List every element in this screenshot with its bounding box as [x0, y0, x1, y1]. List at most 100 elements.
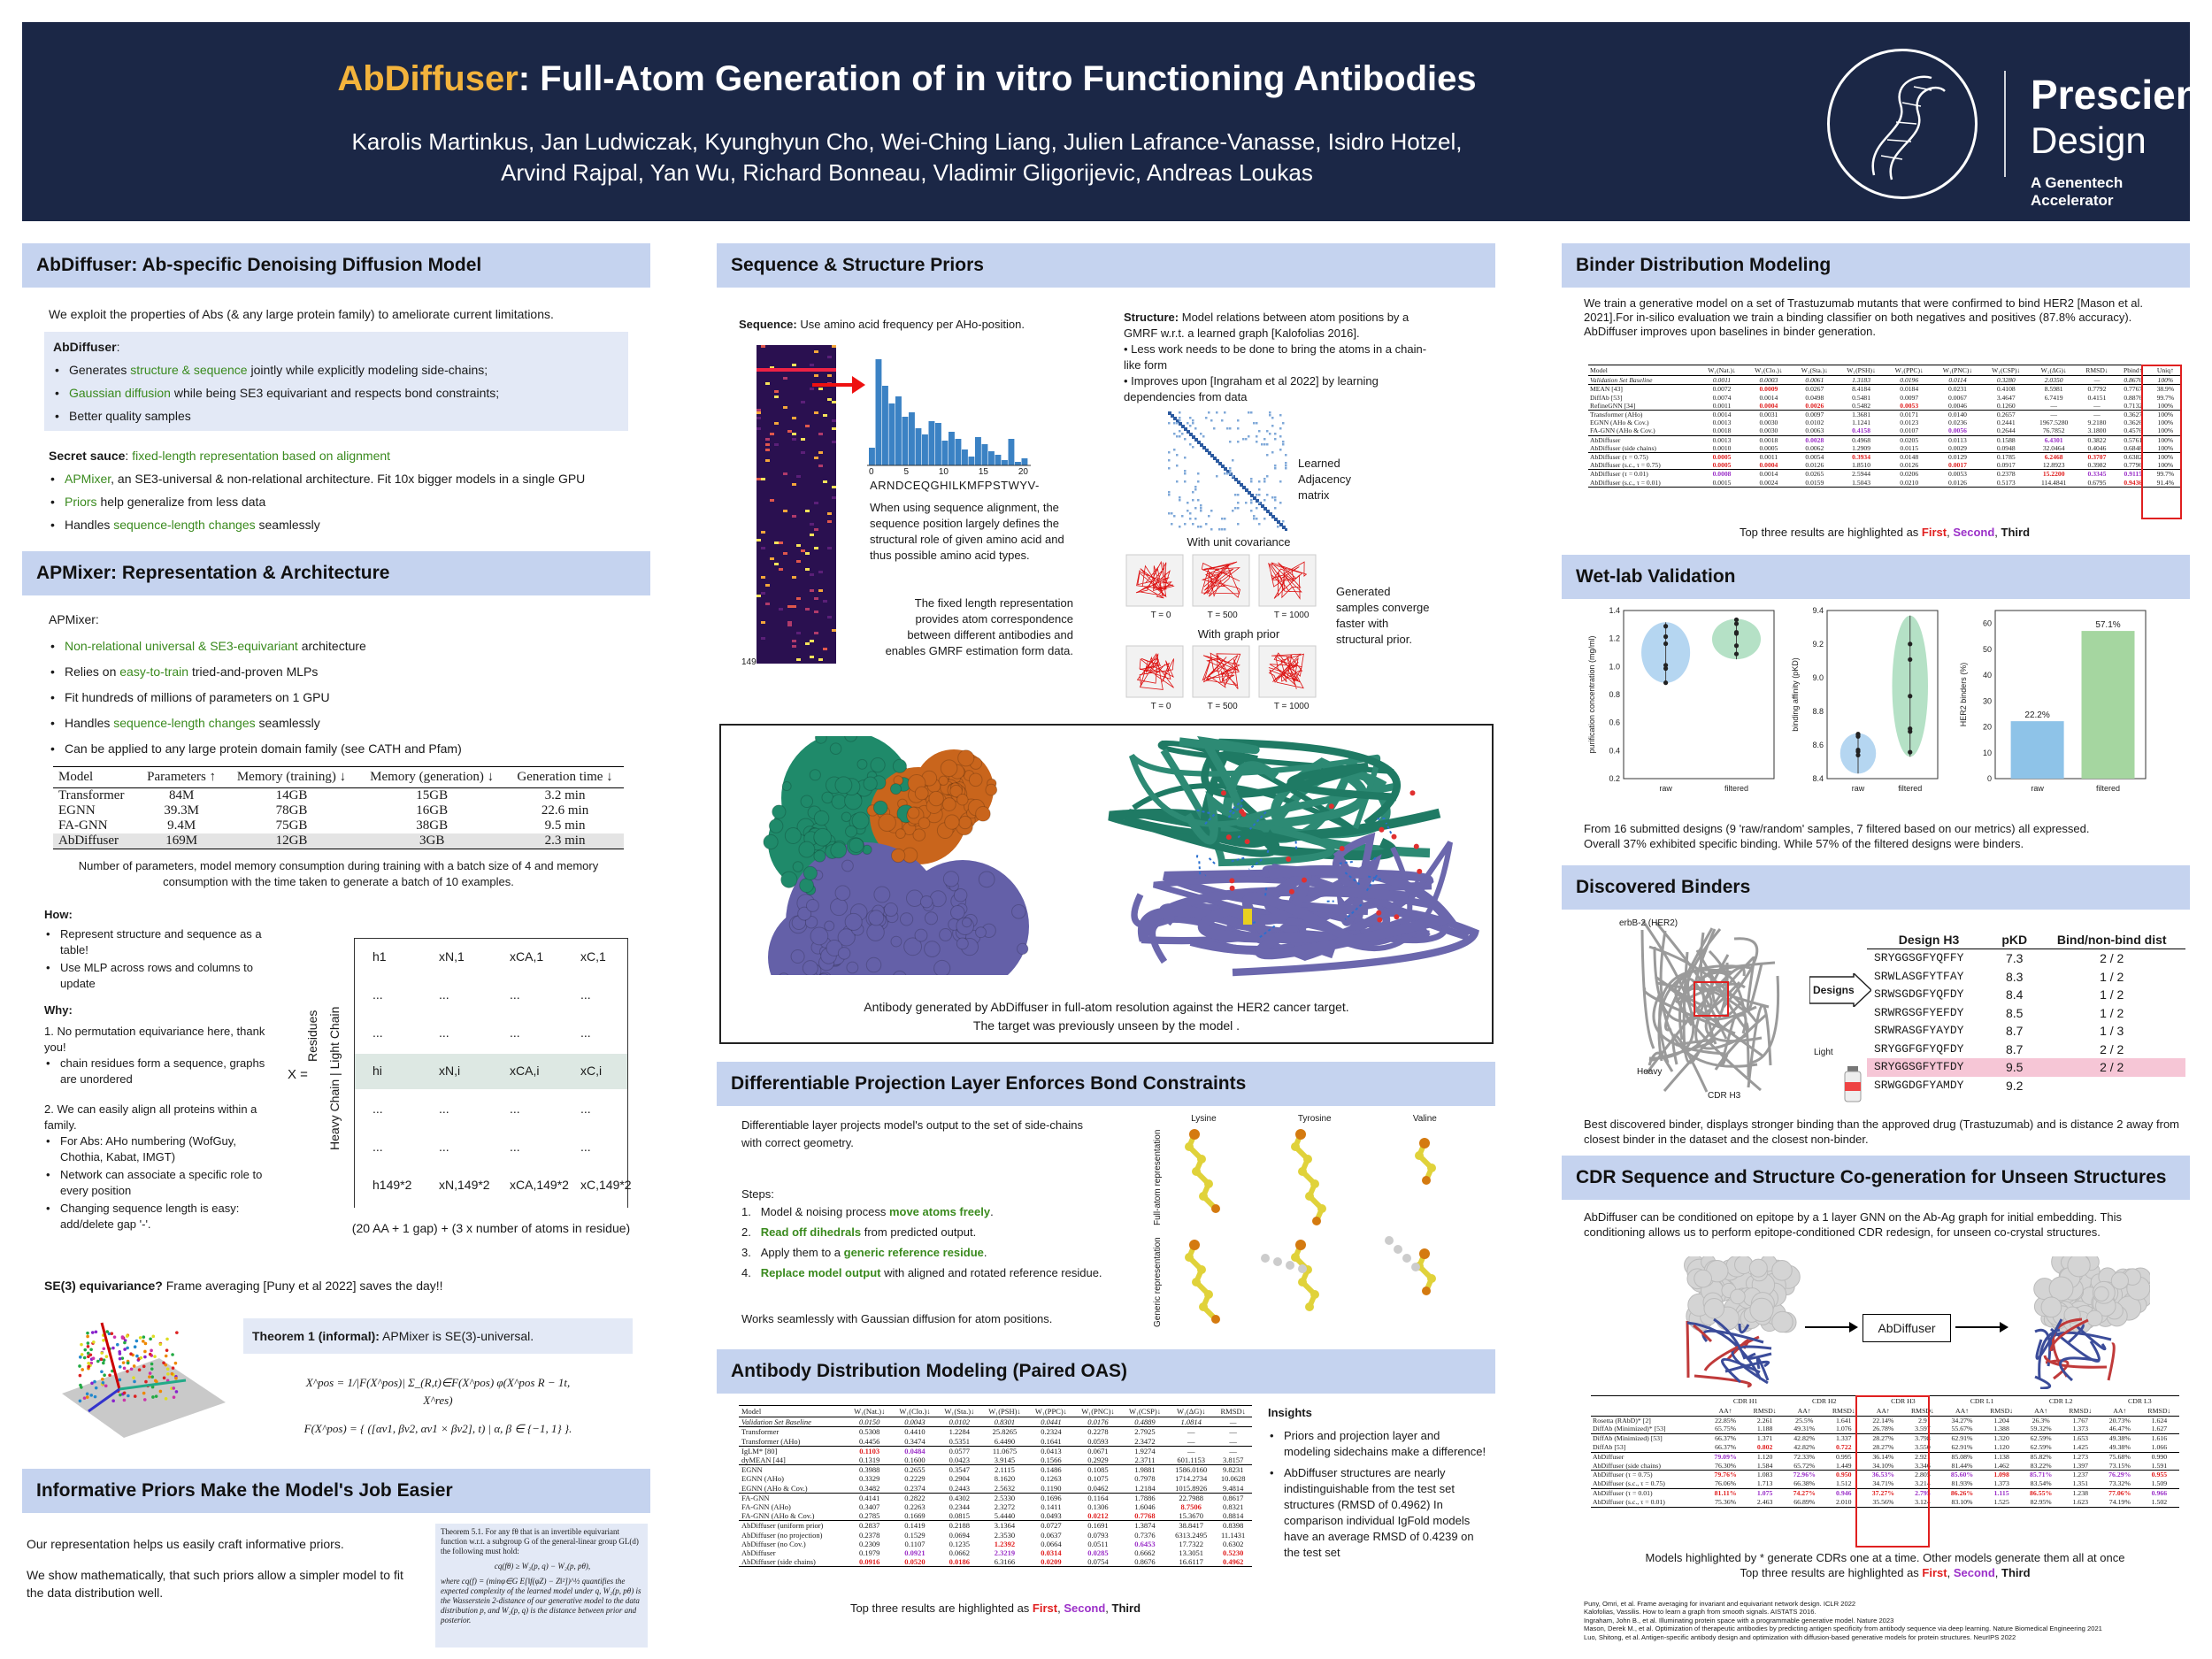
table-cell: 86.26%	[1950, 1488, 1974, 1497]
hbond-line	[1236, 834, 1241, 840]
table-cell: 0.0043	[904, 1417, 926, 1427]
table-cell: 0.0231	[1948, 385, 1967, 394]
table-cell: 42.82%	[1793, 1442, 1816, 1451]
table-cell: AbDiffuser (uniform prior)	[741, 1521, 824, 1531]
antigen-surface-atom	[1748, 1258, 1768, 1278]
heatmap-cell	[774, 396, 779, 398]
table-cell: 14GB	[275, 788, 308, 803]
point-cloud-dot	[149, 1337, 152, 1341]
adjacency-diagonal	[1218, 462, 1222, 465]
table-cell: 1.641	[1836, 1416, 1852, 1425]
heatmap-cell	[805, 642, 810, 645]
adjacency-cell	[1253, 518, 1256, 520]
table-cell: 0.1979	[859, 1548, 880, 1558]
table-cell: —	[1229, 1417, 1237, 1427]
adjacency-cell	[1179, 526, 1181, 528]
adjacency-cell	[1263, 438, 1266, 441]
adjacency-cell	[1197, 499, 1200, 502]
table-cell: 0.0186	[949, 1557, 971, 1567]
table-cell: 0.3329	[859, 1474, 880, 1484]
table-cell: 0.0520	[904, 1557, 926, 1567]
adjacency-diagonal	[1248, 491, 1251, 495]
surface-atom	[895, 828, 906, 840]
table-cell: 28.27%	[1872, 1442, 1894, 1451]
table-cell: 3.8157	[1222, 1455, 1244, 1465]
frame-set-equation: F(X^pos) = { ([αv1, βv2, αv1 × βv2], t) …	[303, 1422, 572, 1435]
table-cell: 0.0115	[1900, 443, 1919, 452]
table-cell: 1.653	[2072, 1434, 2088, 1443]
title-rest: : Full-Atom Generation of in vitro Funct…	[518, 59, 1477, 98]
surface-atom	[768, 818, 784, 833]
histogram-bar	[962, 449, 968, 465]
table-cell: 1.449	[1836, 1461, 1852, 1470]
table-cell: 62.91%	[1951, 1442, 1973, 1451]
table-cell: 3.798	[1915, 1434, 1931, 1443]
designs-arrow	[1809, 972, 1873, 1009]
surface-atom	[809, 769, 821, 781]
point-cloud-dot	[111, 1399, 115, 1402]
adjacency-diagonal	[1197, 441, 1201, 444]
table-cell: 0.2374	[904, 1483, 926, 1493]
table-cell: —	[2093, 376, 2101, 385]
table-row: SRYGGFGFYQFDY 8.7 2 / 2	[1867, 1041, 2185, 1059]
table-cell: 0.0754	[1087, 1557, 1109, 1567]
table-cell: 42.82%	[1793, 1434, 1816, 1443]
table-cell: 99.7%	[2156, 470, 2175, 479]
heatmap-y-label: 149	[741, 657, 757, 667]
table-cell: 0.4158	[1852, 426, 1871, 435]
table-cell: 38GB	[416, 818, 449, 833]
table-row: DiffAb (Minimized) [53] 66.37% 1.371 42.82%…	[1591, 1434, 2179, 1443]
table-cell: 0.0205	[1900, 435, 1919, 444]
table-row: AbDiffuser (s.c., τ = 0.01) 0.0015 0.0024 0…	[1588, 479, 2181, 488]
binder-pbind-highlight	[2141, 365, 2182, 519]
table-cell: 0.1588	[1996, 435, 2016, 444]
y-tick-label: 0.2	[1609, 774, 1620, 783]
heatmap-cell	[774, 541, 779, 544]
adjacency-cell	[1245, 502, 1248, 504]
adjacency-cell	[1194, 486, 1197, 488]
table-cell: 15.3670	[1179, 1511, 1203, 1521]
point-cloud-dot	[87, 1355, 90, 1359]
adjacency-cell	[1229, 427, 1232, 430]
table-cell: SRWLASGFYTFAY	[1874, 969, 1964, 983]
adjacency-cell	[1194, 488, 1197, 491]
adjacency-cell	[1171, 512, 1173, 515]
adjacency-cell	[1234, 507, 1237, 510]
point-cloud-dot	[82, 1396, 87, 1400]
heatmap-cell	[823, 600, 827, 603]
histogram-bar	[882, 386, 888, 465]
adjacency-cell	[1285, 467, 1287, 470]
heatmap-cell	[818, 658, 823, 661]
table-cell: 100%	[2157, 419, 2174, 427]
table-cell: 0.1260	[1996, 401, 2016, 410]
table-cell: 1.120	[1756, 1452, 1773, 1461]
apmixer-table-caption: Number of parameters, model memory consu…	[78, 859, 599, 888]
table-cell: 0.7768	[1134, 1511, 1156, 1521]
heatmap-cell	[792, 433, 796, 435]
adjacency-cell	[1285, 462, 1287, 465]
adjacency-diagonal	[1176, 419, 1179, 423]
surface-atom	[890, 935, 902, 948]
table-cell: 0.0140	[1948, 411, 1967, 419]
adjacency-cell	[1242, 438, 1245, 441]
table-row: AbDiffuser (no Cov.) 0.2309 0.1107 0.1235 1.…	[739, 1540, 1252, 1548]
point-cloud-dot	[92, 1340, 96, 1344]
surface-atom	[805, 899, 819, 912]
sample-trace	[1202, 652, 1241, 689]
table-cell: 0.0413	[1041, 1446, 1062, 1455]
heatmap-cell	[757, 411, 761, 414]
cdr-caption: Models highlighted by * generate CDRs on…	[1645, 1551, 2125, 1579]
table-cell: 65.75%	[1715, 1425, 1737, 1433]
antibody-ribbon	[1713, 1317, 1747, 1360]
table-header: W₁(PSH)↓	[988, 1407, 1021, 1416]
table-cell: 0.4889	[1134, 1417, 1156, 1427]
heatmap-cell	[792, 605, 796, 608]
point-cloud-dot	[104, 1355, 109, 1359]
table-cell: 17.7322	[1179, 1539, 1203, 1548]
y-tick-label: 40	[1983, 671, 1992, 680]
table-cell: 0.0014	[1759, 393, 1778, 402]
table-header	[1591, 1407, 1706, 1416]
matrix-cell: xC,149*2	[580, 1178, 632, 1192]
heatmap-cell	[823, 480, 827, 483]
surface-atom	[865, 956, 882, 973]
